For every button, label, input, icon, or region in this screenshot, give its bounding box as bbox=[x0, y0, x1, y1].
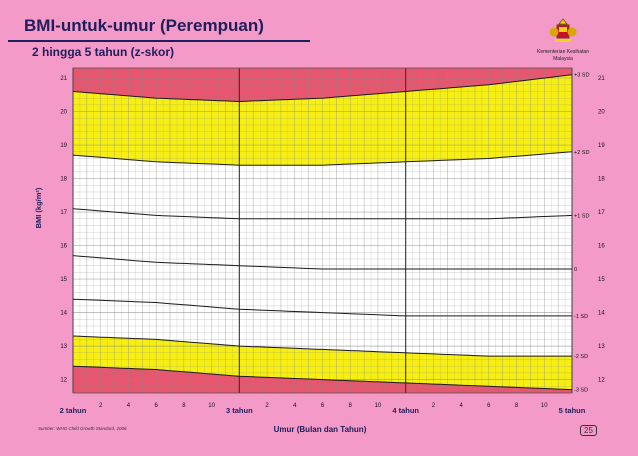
y-tick-label-left: 21 bbox=[60, 76, 67, 82]
x-tick-label-year: 5 tahun bbox=[559, 406, 586, 415]
x-tick-label-year: 2 tahun bbox=[60, 406, 87, 415]
series-label: +3 SD bbox=[574, 73, 589, 79]
x-axis-title: Umur (Bulan dan Tahun) bbox=[274, 425, 367, 434]
y-tick-label-right: 16 bbox=[598, 244, 605, 250]
source-note: Sumber: WHO Child Growth Standard, 2006 bbox=[38, 426, 127, 431]
x-tick-label-month: 8 bbox=[515, 403, 519, 409]
series-label: +2 SD bbox=[574, 150, 589, 156]
y-tick-label-left: 14 bbox=[60, 311, 67, 317]
y-axis-title: BMI (kg/m²) bbox=[34, 187, 43, 228]
y-tick-label-left: 16 bbox=[60, 244, 67, 250]
crest-icon bbox=[549, 18, 577, 42]
y-tick-label-right: 21 bbox=[598, 76, 605, 82]
y-tick-label-left: 19 bbox=[60, 143, 67, 149]
x-tick-label-month: 4 bbox=[127, 403, 131, 409]
series-label: +1 SD bbox=[574, 213, 589, 219]
curve-0 bbox=[72, 255, 572, 270]
ministry-logo: Kementerian Kesihatan Malaysia bbox=[524, 18, 602, 64]
x-tick-label-month: 6 bbox=[487, 403, 491, 409]
curve-minus2sd bbox=[72, 335, 572, 357]
y-tick-label-left: 12 bbox=[60, 378, 67, 384]
x-tick-label-month: 4 bbox=[293, 403, 297, 409]
curve-plus1sd bbox=[72, 208, 573, 220]
y-tick-label-left: 20 bbox=[60, 110, 67, 116]
page-number: 25 bbox=[580, 425, 597, 436]
curve-minus3sd bbox=[72, 365, 573, 391]
x-tick-label-month: 10 bbox=[208, 403, 215, 409]
x-tick-label-month: 6 bbox=[154, 403, 158, 409]
chart-subtitle: 2 hingga 5 tahun (z-skor) bbox=[32, 45, 175, 59]
x-tick-label-month: 2 bbox=[99, 403, 103, 409]
x-tick-label-month: 2 bbox=[265, 403, 269, 409]
y-tick-label-right: 15 bbox=[598, 277, 605, 283]
x-tick-label-year: 3 tahun bbox=[226, 406, 253, 415]
curve-minus1sd bbox=[72, 298, 572, 317]
x-tick-label-month: 8 bbox=[349, 403, 353, 409]
curve-plus2sd bbox=[72, 151, 573, 166]
y-tick-label-left: 18 bbox=[60, 177, 67, 183]
y-tick-label-right: 17 bbox=[598, 210, 605, 216]
x-tick-label-year: 4 tahun bbox=[392, 406, 419, 415]
y-tick-label-right: 19 bbox=[598, 143, 605, 149]
page-title: BMI-untuk-umur (Perempuan) bbox=[24, 16, 264, 35]
x-tick-label-month: 6 bbox=[321, 403, 325, 409]
y-tick-label-right: 20 bbox=[598, 110, 605, 116]
y-tick-label-right: 12 bbox=[598, 378, 605, 384]
series-label: 0 bbox=[574, 267, 577, 273]
curve-plus3sd bbox=[72, 74, 573, 103]
x-tick-label-month: 2 bbox=[432, 403, 436, 409]
series-label: -3 SD bbox=[574, 388, 588, 394]
y-tick-label-left: 15 bbox=[60, 277, 67, 283]
plot-frame bbox=[72, 67, 573, 394]
y-tick-label-right: 14 bbox=[598, 311, 605, 317]
logo-line-2: Malaysia bbox=[553, 55, 573, 62]
x-tick-label-month: 10 bbox=[541, 403, 548, 409]
series-label: -2 SD bbox=[574, 354, 588, 360]
y-tick-label-left: 17 bbox=[60, 210, 67, 216]
y-tick-label-right: 18 bbox=[598, 177, 605, 183]
title-underline bbox=[8, 40, 310, 42]
y-tick-label-left: 13 bbox=[60, 344, 67, 350]
x-tick-label-month: 4 bbox=[459, 403, 463, 409]
x-tick-label-month: 8 bbox=[182, 403, 186, 409]
x-tick-label-month: 10 bbox=[375, 403, 382, 409]
logo-line-1: Kementerian Kesihatan bbox=[537, 49, 589, 55]
y-tick-label-right: 13 bbox=[598, 344, 605, 350]
series-label: -1 SD bbox=[574, 314, 588, 320]
